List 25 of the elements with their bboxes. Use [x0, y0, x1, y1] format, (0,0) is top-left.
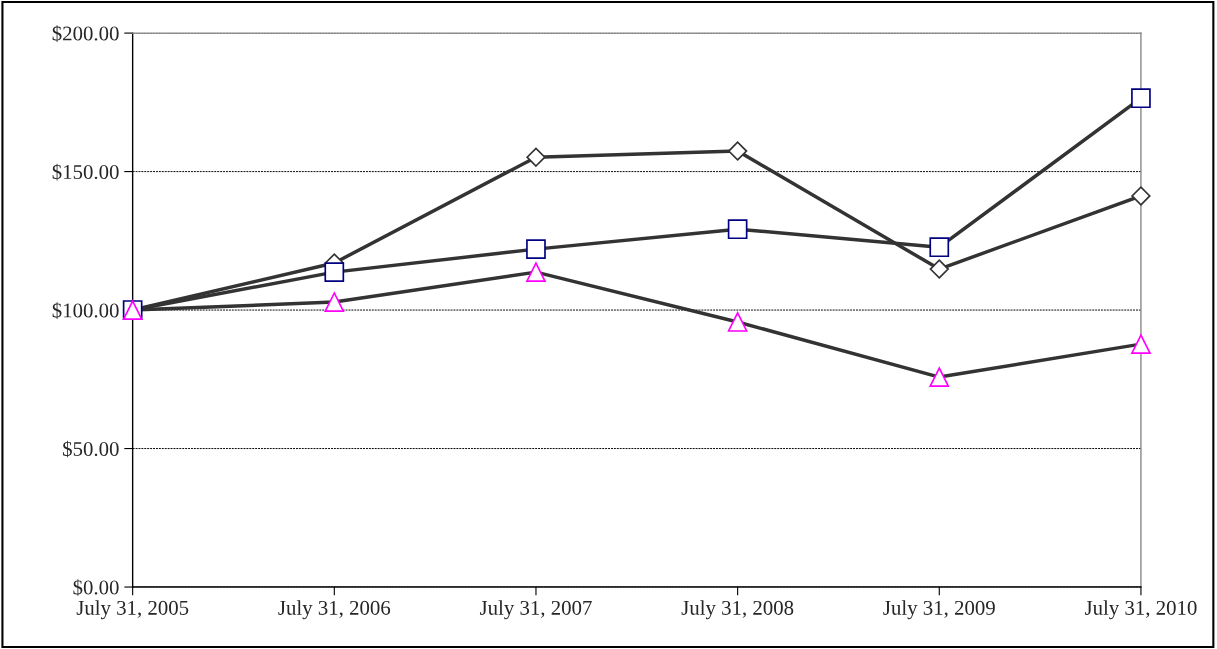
x-tick-label: July 31, 2007 — [479, 600, 592, 620]
x-tick-label: July 31, 2008 — [681, 600, 794, 620]
x-tick-label: July 31, 2009 — [883, 600, 995, 620]
point — [324, 262, 345, 282]
point — [929, 367, 950, 387]
point — [727, 312, 748, 332]
point — [324, 292, 345, 312]
y-tick-label: $200.00 — [52, 25, 119, 42]
y-tick-label: $50.00 — [63, 440, 119, 458]
x-tick-label: July 31, 2005 — [76, 600, 189, 620]
point — [1131, 88, 1151, 109]
point — [1131, 186, 1151, 206]
point — [526, 262, 546, 282]
point — [1131, 334, 1151, 354]
x-tick-label: July 31, 2006 — [278, 600, 391, 620]
point — [727, 141, 748, 161]
point — [929, 237, 950, 258]
point — [727, 219, 748, 240]
point — [526, 147, 546, 167]
y-tick-label: $100.00 — [52, 302, 119, 319]
x-tick-label: July 31, 2010 — [1084, 600, 1197, 620]
y-tick-label: $150.00 — [52, 163, 119, 181]
point — [526, 239, 546, 259]
y-tick-label: $0.00 — [73, 579, 119, 596]
point — [929, 259, 949, 279]
